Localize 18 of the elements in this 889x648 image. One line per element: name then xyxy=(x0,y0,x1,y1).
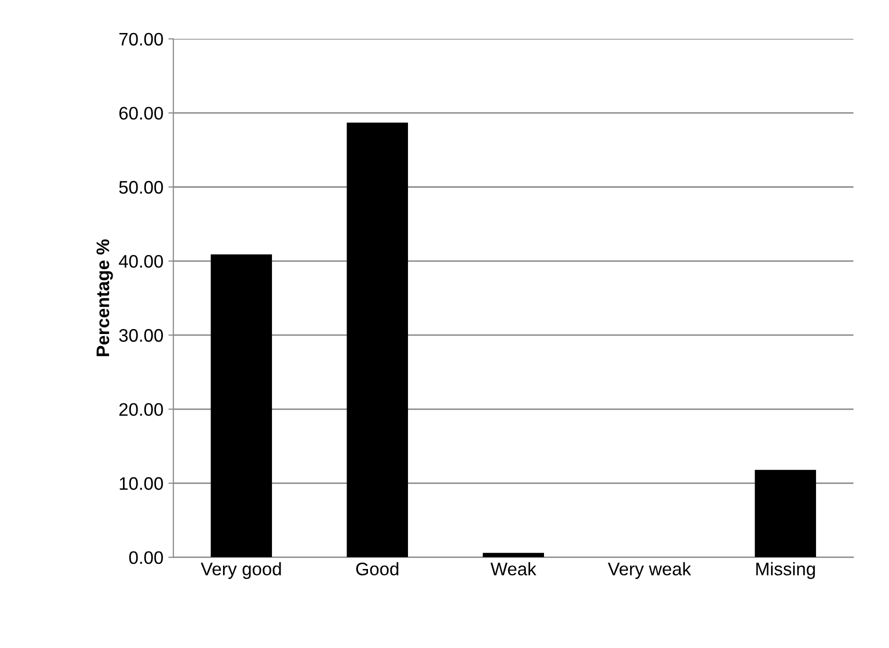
y-tick-label: 20.00 xyxy=(119,403,163,416)
bar xyxy=(346,122,408,558)
y-tick-label: 10.00 xyxy=(120,477,163,490)
bar xyxy=(754,470,816,558)
y-tick-label: 0.00 xyxy=(129,551,163,564)
x-tick-label: Good xyxy=(356,562,398,576)
y-tick-label: 40.00 xyxy=(118,254,163,268)
x-tick-label: Very weak xyxy=(608,562,692,579)
x-tick-label: Very good xyxy=(200,562,281,579)
bar xyxy=(210,254,272,558)
y-axis-title: Percentage % xyxy=(96,239,113,356)
x-tick-label: Weak xyxy=(490,562,536,576)
x-tick-label: Missing xyxy=(756,562,815,579)
y-tick-label: 60.00 xyxy=(119,106,163,120)
y-tick-label: 70.00 xyxy=(119,32,163,46)
y-tick-label: 50.00 xyxy=(119,180,163,194)
y-tick-label: 30.00 xyxy=(119,329,163,342)
bar xyxy=(482,552,544,558)
